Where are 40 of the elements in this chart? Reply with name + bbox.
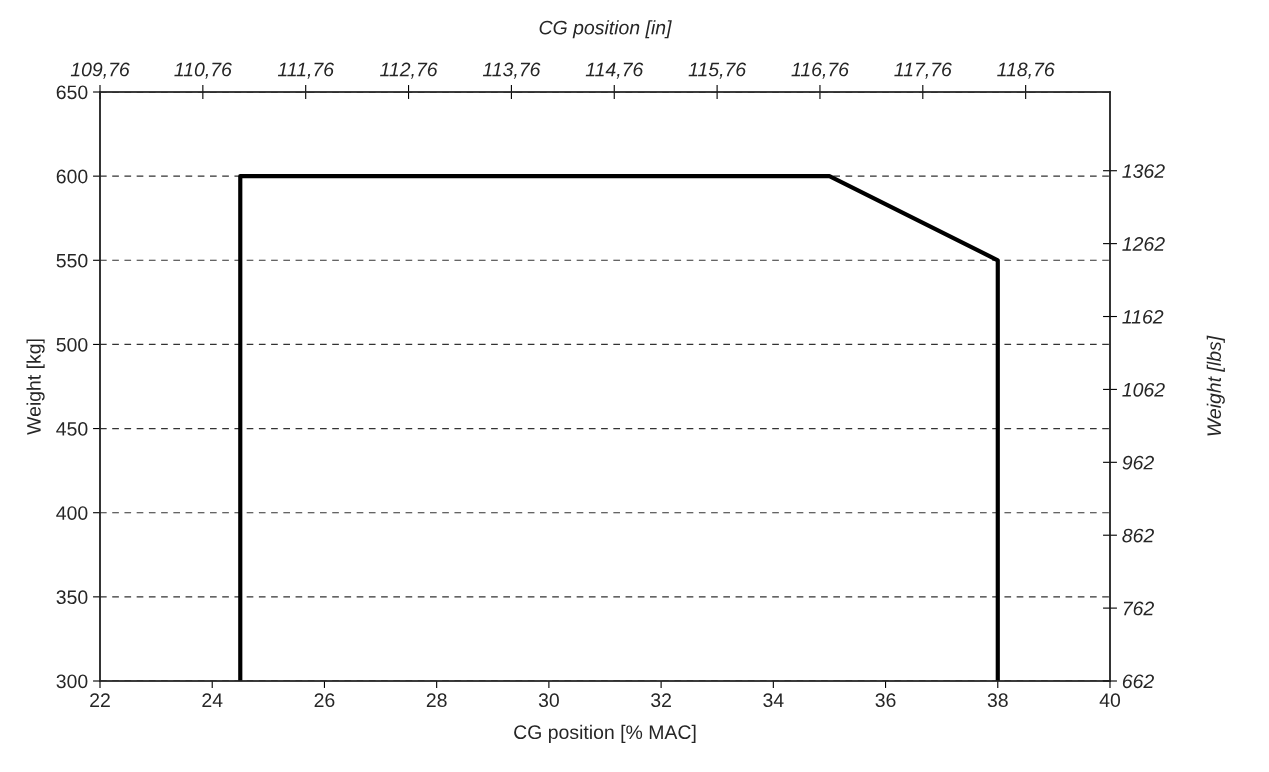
y-tick-label: 350 — [56, 590, 88, 605]
y2-tick-label: 1362 — [1122, 164, 1165, 178]
x2-tick-label: 112,76 — [380, 62, 438, 79]
y2-tick-label: 862 — [1122, 528, 1154, 543]
x-tick-label: 36 — [875, 693, 896, 708]
x-tick-label: 40 — [1099, 693, 1121, 708]
y-axis-title: Weight [kg] — [26, 339, 45, 435]
x2-tick-label: 109,76 — [70, 62, 130, 79]
x-tick-label: 32 — [651, 693, 671, 708]
y-tick-label: 550 — [56, 253, 88, 268]
x-tick-label: 26 — [314, 693, 335, 708]
x2-axis-title: CG position [in] — [539, 20, 672, 39]
y-tick-label: 450 — [56, 422, 88, 436]
y-tick-label: 400 — [56, 506, 88, 520]
y2-tick-label: 662 — [1122, 674, 1154, 689]
x2-tick-label: 118,76 — [997, 62, 1055, 79]
x2-tick-label: 116,76 — [791, 62, 849, 79]
x2-tick-label: 114,76 — [585, 62, 644, 79]
x-tick-label: 30 — [538, 693, 559, 708]
y2-tick-label: 762 — [1123, 601, 1154, 616]
x-tick-label: 34 — [763, 693, 784, 708]
y2-tick-label: 962 — [1122, 455, 1154, 470]
y2-tick-label: 1162 — [1122, 309, 1164, 324]
x2-tick-label: 110,76 — [174, 62, 232, 79]
y-tick-label: 300 — [56, 674, 88, 689]
x2-tick-label: 113,76 — [482, 62, 541, 79]
x2-tick-label: 115,76 — [688, 62, 747, 79]
x2-tick-label: 117,76 — [894, 62, 952, 79]
y2-tick-label: 1262 — [1122, 237, 1165, 251]
x-tick-label: 24 — [202, 693, 223, 707]
y-tick-label: 600 — [56, 169, 88, 184]
x2-tick-label: 111,76 — [277, 62, 335, 79]
y-tick-label: 650 — [56, 85, 88, 100]
y-tick-label: 500 — [56, 337, 88, 352]
y2-axis-title: Weight [lbs] — [1206, 335, 1225, 436]
x-tick-label: 28 — [426, 693, 447, 708]
x-axis-title: CG position [% MAC] — [514, 724, 696, 743]
x-tick-label: 38 — [987, 693, 1008, 708]
y2-tick-label: 1062 — [1122, 382, 1165, 397]
x-tick-label: 22 — [90, 693, 110, 707]
